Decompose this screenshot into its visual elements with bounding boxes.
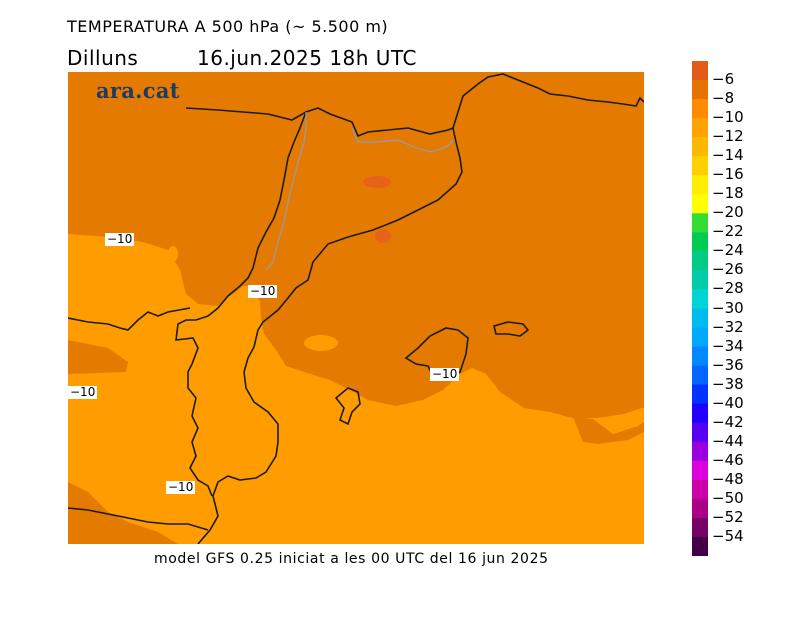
border-andorra (351, 127, 454, 153)
legend-swatch (692, 308, 708, 329)
chart-title: TEMPERATURA A 500 hPa (~ 5.500 m) (67, 17, 389, 36)
contour-label: −10 (68, 385, 98, 399)
band-minus6-minus8-blob (363, 176, 391, 188)
forecast-datetime: 16.jun.2025 18h UTC (197, 46, 417, 70)
legend-label: −18 (712, 184, 744, 203)
legend-label: −26 (712, 260, 744, 279)
border-aragon-catalonia (175, 111, 307, 497)
legend-swatch (692, 213, 708, 233)
band-minus10-minus12-blob-2 (304, 335, 338, 351)
contour-label: −10 (248, 284, 278, 298)
band-minus8-minus10-south (68, 482, 178, 544)
contour-label: −10 (166, 480, 196, 494)
legend-label: −30 (712, 298, 744, 317)
legend-label: −46 (712, 450, 744, 469)
legend-swatch (692, 460, 708, 481)
contour-label: −10 (105, 232, 135, 246)
forecast-day: Dilluns (67, 46, 139, 70)
legend-label: −14 (712, 146, 744, 165)
legend-label: −44 (712, 431, 744, 450)
legend-label: −38 (712, 374, 744, 393)
coast-mallorca (404, 327, 469, 379)
legend-label: −24 (712, 241, 744, 260)
legend-label: −10 (712, 108, 744, 127)
temperature-map (68, 72, 644, 544)
coastline-valencia-west (68, 307, 191, 331)
legend-label: −28 (712, 279, 744, 298)
legend-swatch (692, 118, 708, 138)
legend-swatch (692, 175, 708, 195)
legend-swatch (692, 232, 708, 252)
border-catalonia-internal (265, 112, 307, 271)
band-minus6-minus8-blob-2 (375, 229, 391, 243)
legend-swatch (692, 422, 708, 443)
legend-label: −8 (712, 89, 735, 108)
forecast-time: Dilluns 16.jun.2025 18h UTC (67, 46, 417, 70)
legend-swatch (692, 384, 708, 405)
legend-label: −50 (712, 488, 744, 507)
coast-ibiza (334, 387, 361, 426)
legend-label: −20 (712, 203, 744, 222)
legend-swatch (692, 479, 708, 500)
legend-swatch (692, 517, 708, 538)
legend-swatch (692, 536, 708, 556)
legend-label: −36 (712, 355, 744, 374)
ara-cat-logo: ara.cat (96, 78, 180, 103)
legend-swatch (692, 194, 708, 214)
coastline-catalonia (197, 127, 463, 544)
legend-label: −6 (712, 70, 735, 89)
legend-swatch (692, 498, 708, 519)
legend-label: −32 (712, 317, 744, 336)
legend-label: −52 (712, 507, 744, 526)
legend-colorbar (692, 61, 708, 556)
legend-swatch (692, 156, 708, 176)
legend-swatch (692, 137, 708, 157)
legend-label: −40 (712, 393, 744, 412)
legend-swatch (692, 99, 708, 119)
legend-swatch (692, 251, 708, 271)
legend-label: −16 (712, 165, 744, 184)
legend-swatch (692, 365, 708, 386)
legend-label: −22 (712, 222, 744, 241)
legend-swatch (692, 61, 708, 81)
coastline-valencia-south (68, 507, 209, 531)
legend-swatch (692, 80, 708, 100)
legend-swatch (692, 327, 708, 348)
legend-swatch (692, 270, 708, 290)
legend-swatch (692, 289, 708, 309)
band-minus8-minus10-west (68, 340, 128, 374)
legend-label: −34 (712, 336, 744, 355)
legend-swatch (692, 441, 708, 462)
band-minus10-minus12-blob (168, 246, 178, 262)
coast-menorca (493, 321, 530, 337)
map-panel: ara.cat −10 −10 −10 −10 −10 (68, 72, 644, 544)
color-legend: −6 −8 −10 −12 −14 −16 −18 −20 −22 −24 −26 −28 −30 −32… (692, 61, 792, 556)
legend-label: −48 (712, 469, 744, 488)
band-minus8-minus10-east (573, 417, 644, 444)
contour-label: −10 (430, 367, 460, 381)
legend-label: −42 (712, 412, 744, 431)
model-source: model GFS 0.25 iniciat a les 00 UTC del … (154, 551, 549, 567)
band-minus10-minus12 (68, 234, 644, 544)
legend-swatch (692, 346, 708, 367)
legend-swatch (692, 403, 708, 424)
legend-label: −54 (712, 526, 744, 545)
legend-label: −12 (712, 127, 744, 146)
